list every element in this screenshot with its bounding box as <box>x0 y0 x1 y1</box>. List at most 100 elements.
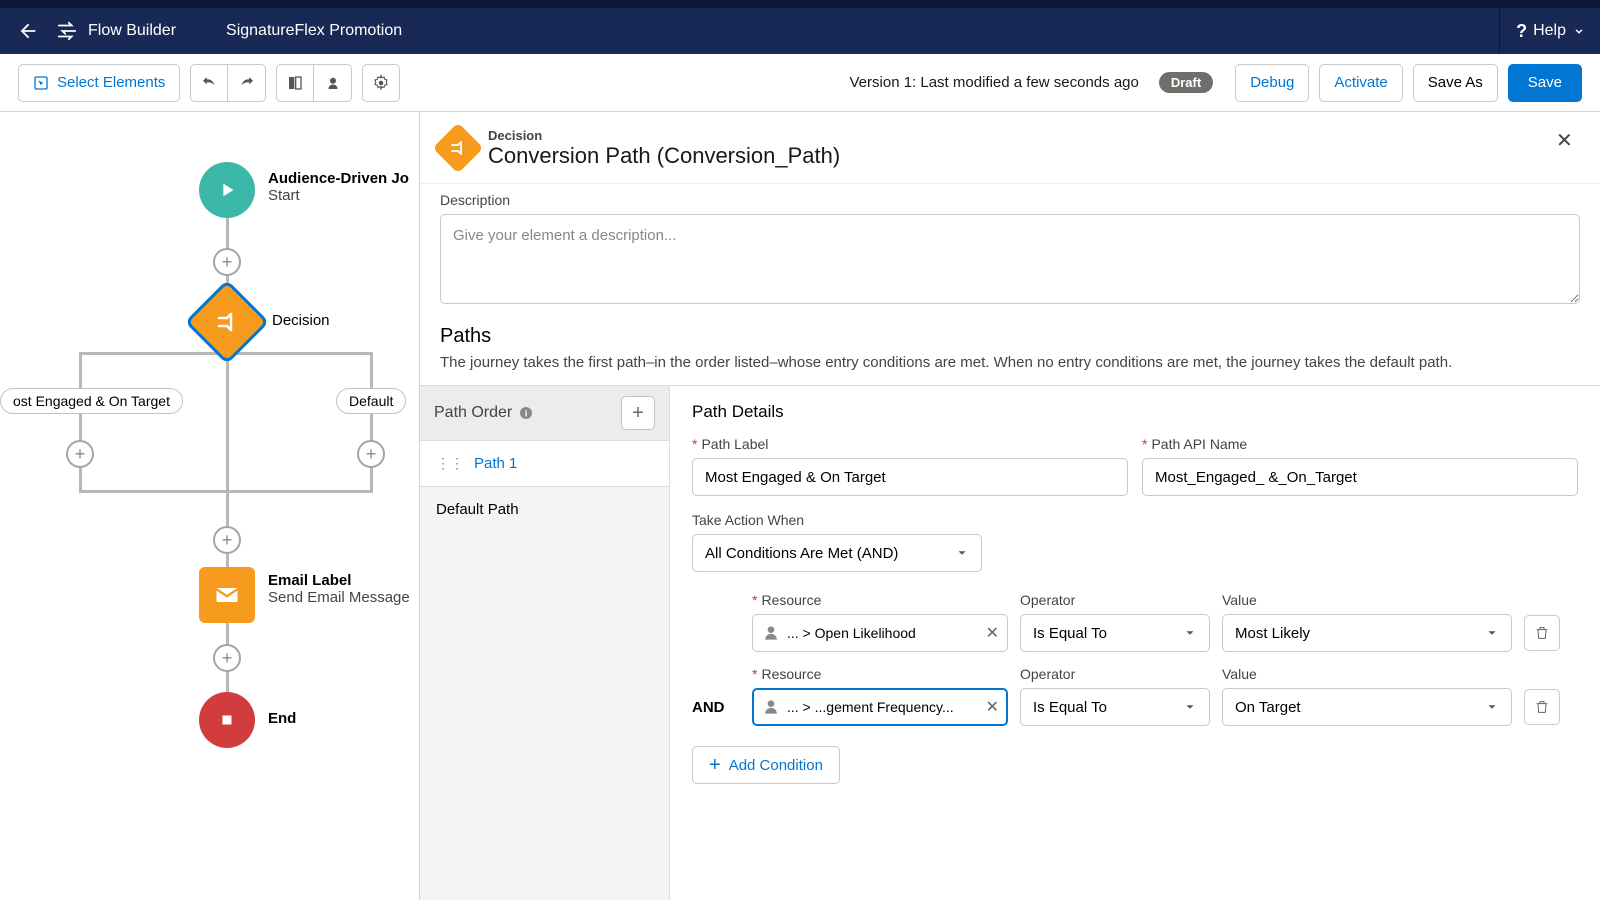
info-icon: i <box>518 405 534 421</box>
redo-button[interactable] <box>228 64 266 102</box>
end-node-label: End <box>268 710 296 727</box>
paths-heading: Paths <box>440 325 1580 348</box>
decision-node-label: Decision <box>272 312 330 329</box>
clear-icon[interactable]: ✕ <box>986 697 999 717</box>
settings-button[interactable] <box>362 64 400 102</box>
value-select-2[interactable]: On Target <box>1222 688 1512 726</box>
connector <box>79 352 229 355</box>
path-item-default[interactable]: Default Path <box>420 487 669 533</box>
add-path-button[interactable]: + <box>621 396 655 430</box>
value-label: Value <box>1222 666 1512 682</box>
flow-name: SignatureFlex Promotion <box>226 22 402 40</box>
path-item-1[interactable]: ⋮⋮ Path 1 <box>420 441 669 487</box>
description-section: Description <box>420 184 1600 325</box>
and-label: AND <box>692 699 740 726</box>
description-label: Description <box>440 192 1580 208</box>
add-node-button[interactable]: + <box>213 248 241 276</box>
resource-label: *Resource <box>752 666 1008 682</box>
branch-icon <box>215 310 239 334</box>
flow-builder-logo-icon <box>56 20 78 42</box>
condition-row-2: AND *Resource ... > ...gement Frequency.… <box>692 666 1578 726</box>
resource-input-1[interactable]: ... > Open Likelihood ✕ <box>752 614 1008 652</box>
plus-icon: + <box>709 754 721 777</box>
operator-select-2[interactable]: Is Equal To <box>1020 688 1210 726</box>
operator-label: Operator <box>1020 592 1210 608</box>
email-node[interactable] <box>199 567 255 623</box>
layout-icon <box>287 75 303 91</box>
trash-icon <box>1534 625 1550 641</box>
path-item-label: Default Path <box>436 501 519 518</box>
add-node-button[interactable]: + <box>213 644 241 672</box>
path-order-label: Path Order i <box>434 404 534 422</box>
take-action-select[interactable]: All Conditions Are Met (AND) <box>692 534 982 572</box>
save-as-button[interactable]: Save As <box>1413 64 1498 102</box>
close-panel-button[interactable]: ✕ <box>1556 128 1580 152</box>
einstein-button[interactable] <box>314 64 352 102</box>
chevron-down-icon <box>1572 24 1586 38</box>
resource-label: *Resource <box>752 592 1008 608</box>
play-icon <box>216 179 238 201</box>
help-icon: ? <box>1516 21 1527 42</box>
resource-input-2[interactable]: ... > ...gement Frequency... ✕ <box>752 688 1008 726</box>
start-node[interactable] <box>199 162 255 218</box>
path-label-input[interactable] <box>692 458 1128 496</box>
path-pill-right[interactable]: Default <box>336 388 406 414</box>
path-pill-left[interactable]: ost Engaged & On Target <box>0 388 183 414</box>
path-order-sidebar: Path Order i + ⋮⋮ Path 1 Default Path <box>420 386 670 900</box>
connector <box>226 490 373 493</box>
back-button[interactable] <box>14 17 42 45</box>
chevron-down-icon <box>955 546 969 560</box>
path-label-label: *Path Label <box>692 436 1128 452</box>
envelope-icon <box>213 581 241 609</box>
delete-condition-button[interactable] <box>1524 689 1560 725</box>
layout-toggle-button[interactable] <box>276 64 314 102</box>
chevron-down-icon <box>1183 626 1197 640</box>
add-node-button[interactable]: + <box>213 526 241 554</box>
end-node[interactable] <box>199 692 255 748</box>
properties-panel: Decision Conversion Path (Conversion_Pat… <box>420 112 1600 900</box>
operator-select-1[interactable]: Is Equal To <box>1020 614 1210 652</box>
app-title: Flow Builder <box>88 22 176 40</box>
arrow-left-icon <box>17 20 39 42</box>
select-elements-label: Select Elements <box>57 74 165 91</box>
chevron-down-icon <box>1183 700 1197 714</box>
help-menu[interactable]: ? Help <box>1516 21 1586 42</box>
version-text: Version 1: Last modified a few seconds a… <box>850 74 1139 91</box>
operator-label: Operator <box>1020 666 1210 682</box>
add-node-button[interactable]: + <box>66 440 94 468</box>
save-button[interactable]: Save <box>1508 64 1582 102</box>
trash-icon <box>1534 699 1550 715</box>
activate-button[interactable]: Activate <box>1319 64 1402 102</box>
header-divider <box>1499 8 1500 54</box>
add-condition-button[interactable]: + Add Condition <box>692 746 840 784</box>
connector <box>79 490 229 493</box>
draft-badge: Draft <box>1159 72 1213 93</box>
undo-button[interactable] <box>190 64 228 102</box>
gear-icon <box>372 74 390 92</box>
einstein-icon <box>761 623 781 643</box>
path-details-heading: Path Details <box>692 402 1578 422</box>
svg-text:i: i <box>525 408 528 418</box>
value-label: Value <box>1222 592 1512 608</box>
add-node-button[interactable]: + <box>357 440 385 468</box>
flow-canvas[interactable]: Audience-Driven Jo Start + Decision ost … <box>0 112 420 900</box>
path-api-input[interactable] <box>1142 458 1578 496</box>
connector <box>226 352 373 355</box>
email-node-label: Email Label Send Email Message <box>268 572 410 606</box>
delete-condition-button[interactable] <box>1524 615 1560 651</box>
path-item-label: Path 1 <box>474 455 517 472</box>
take-action-label: Take Action When <box>692 512 1578 528</box>
path-api-label: *Path API Name <box>1142 436 1578 452</box>
redo-icon <box>238 74 256 92</box>
debug-button[interactable]: Debug <box>1235 64 1309 102</box>
description-input[interactable] <box>440 214 1580 304</box>
value-select-1[interactable]: Most Likely <box>1222 614 1512 652</box>
paths-header: Paths The journey takes the first path–i… <box>420 325 1600 386</box>
paths-subtext: The journey takes the first path–in the … <box>440 354 1580 371</box>
toolbar: Select Elements Version 1: Last modified… <box>0 54 1600 112</box>
select-elements-button[interactable]: Select Elements <box>18 64 180 102</box>
panel-kicker: Decision <box>488 128 1544 143</box>
decision-icon <box>433 123 484 174</box>
chevron-down-icon <box>1485 700 1499 714</box>
clear-icon[interactable]: ✕ <box>986 623 999 643</box>
